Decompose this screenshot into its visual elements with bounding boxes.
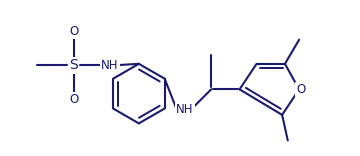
Text: O: O [296,83,305,96]
Text: O: O [69,25,78,38]
Text: NH: NH [101,59,119,72]
Text: NH: NH [176,103,194,116]
Text: O: O [69,93,78,106]
Text: S: S [69,58,78,72]
